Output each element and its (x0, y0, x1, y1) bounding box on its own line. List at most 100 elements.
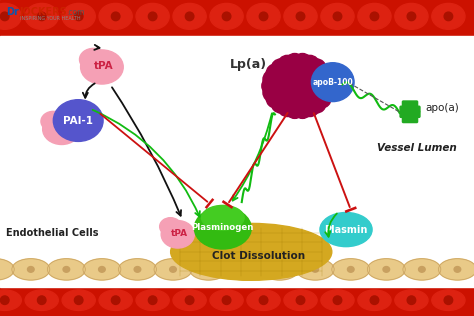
Ellipse shape (222, 12, 231, 21)
Circle shape (285, 53, 304, 72)
Ellipse shape (444, 296, 453, 305)
FancyBboxPatch shape (402, 101, 418, 107)
Ellipse shape (27, 267, 34, 272)
Ellipse shape (148, 12, 157, 21)
Ellipse shape (332, 259, 370, 280)
Ellipse shape (63, 267, 70, 272)
Ellipse shape (99, 290, 132, 310)
Circle shape (285, 100, 304, 118)
Ellipse shape (99, 267, 105, 272)
Ellipse shape (53, 100, 103, 141)
Ellipse shape (161, 221, 194, 248)
Ellipse shape (81, 50, 123, 84)
Circle shape (290, 64, 309, 83)
Ellipse shape (194, 207, 251, 249)
Ellipse shape (419, 267, 425, 272)
Ellipse shape (444, 12, 453, 21)
Ellipse shape (25, 290, 58, 310)
Text: .com: .com (66, 8, 85, 17)
Ellipse shape (111, 12, 120, 21)
Ellipse shape (358, 290, 391, 310)
FancyBboxPatch shape (400, 112, 420, 117)
Ellipse shape (154, 259, 192, 280)
Text: apoB-100: apoB-100 (312, 78, 353, 87)
Text: INSPIRING YOUR HEALTH: INSPIRING YOUR HEALTH (20, 16, 81, 21)
Circle shape (307, 94, 326, 113)
Ellipse shape (62, 3, 95, 29)
Circle shape (263, 70, 282, 89)
Ellipse shape (358, 3, 391, 29)
Ellipse shape (47, 259, 85, 280)
Ellipse shape (225, 259, 263, 280)
Ellipse shape (41, 111, 65, 131)
Ellipse shape (160, 218, 181, 235)
Ellipse shape (261, 259, 299, 280)
Circle shape (271, 59, 290, 78)
Ellipse shape (173, 3, 206, 29)
Ellipse shape (210, 3, 243, 29)
Text: Vessel Lumen: Vessel Lumen (377, 143, 457, 153)
Ellipse shape (136, 290, 169, 310)
Ellipse shape (395, 3, 428, 29)
Circle shape (278, 98, 297, 117)
Ellipse shape (0, 290, 21, 310)
Ellipse shape (333, 12, 342, 21)
Ellipse shape (370, 12, 379, 21)
Ellipse shape (383, 267, 390, 272)
FancyBboxPatch shape (400, 106, 420, 112)
Ellipse shape (12, 259, 50, 280)
Text: Endothelial Cells: Endothelial Cells (6, 228, 98, 238)
Ellipse shape (395, 290, 428, 310)
Circle shape (293, 53, 312, 72)
Ellipse shape (170, 267, 176, 272)
Ellipse shape (111, 296, 120, 305)
Ellipse shape (432, 290, 465, 310)
Circle shape (263, 83, 282, 102)
Ellipse shape (321, 3, 354, 29)
Text: JOCKERS: JOCKERS (20, 8, 68, 17)
Text: Dr: Dr (6, 8, 18, 17)
Ellipse shape (296, 296, 305, 305)
Ellipse shape (74, 296, 83, 305)
Ellipse shape (43, 114, 81, 144)
Ellipse shape (83, 259, 121, 280)
Ellipse shape (0, 3, 21, 29)
Text: tPA: tPA (94, 61, 114, 71)
Ellipse shape (407, 12, 416, 21)
Text: Plasmin: Plasmin (324, 225, 368, 234)
Circle shape (296, 65, 315, 84)
Circle shape (283, 88, 301, 106)
Ellipse shape (25, 3, 58, 29)
Ellipse shape (205, 267, 212, 272)
Ellipse shape (367, 259, 405, 280)
Circle shape (278, 69, 297, 88)
Ellipse shape (296, 259, 334, 280)
Ellipse shape (370, 296, 379, 305)
Ellipse shape (201, 205, 244, 230)
Ellipse shape (284, 3, 317, 29)
Ellipse shape (312, 267, 319, 272)
Circle shape (278, 55, 297, 74)
Circle shape (266, 89, 285, 108)
Circle shape (262, 76, 281, 95)
Ellipse shape (276, 267, 283, 272)
Bar (0, 36, 474, 288)
Text: Plasminogen: Plasminogen (191, 223, 254, 232)
Ellipse shape (190, 259, 228, 280)
Ellipse shape (185, 296, 194, 305)
Ellipse shape (321, 290, 354, 310)
Ellipse shape (99, 3, 132, 29)
Ellipse shape (222, 296, 231, 305)
Ellipse shape (148, 296, 157, 305)
Ellipse shape (37, 12, 46, 21)
Circle shape (271, 94, 290, 113)
Ellipse shape (271, 62, 326, 110)
Bar (0, 288, 474, 316)
Circle shape (301, 69, 319, 88)
Circle shape (275, 73, 294, 92)
Text: apo(a): apo(a) (425, 103, 459, 113)
Ellipse shape (296, 12, 305, 21)
Ellipse shape (74, 12, 83, 21)
Circle shape (293, 100, 312, 118)
Circle shape (295, 88, 314, 106)
